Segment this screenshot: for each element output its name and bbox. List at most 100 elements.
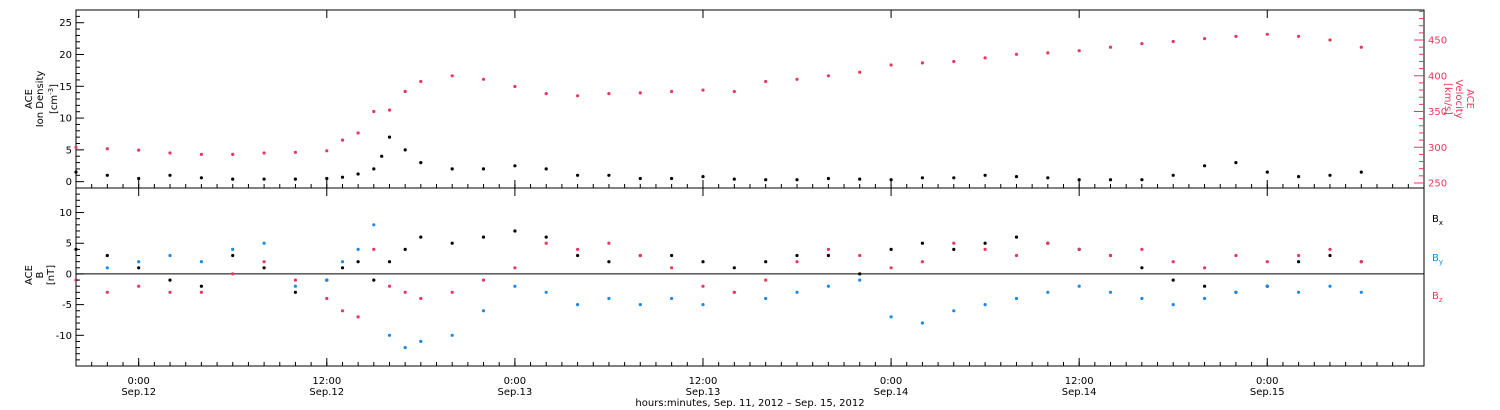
- date-tick-label: Sep.13: [686, 387, 721, 398]
- bx-point: [607, 260, 611, 264]
- by-point: [576, 303, 580, 307]
- velocity-tick-label: 250: [1428, 178, 1447, 189]
- bz-point: [168, 290, 172, 294]
- ion-density-point: [1108, 178, 1113, 182]
- ion-density-point: [199, 176, 203, 180]
- bz-point: [419, 296, 423, 301]
- by-point: [168, 253, 172, 258]
- velocity-point: [701, 88, 705, 92]
- bx-point: [419, 235, 423, 239]
- bz-point: [231, 272, 235, 276]
- bx-point: [795, 253, 799, 258]
- velocity-point: [1046, 51, 1050, 55]
- by-point: [199, 260, 203, 264]
- by-point: [262, 241, 266, 245]
- time-tick-label: 12:00: [312, 376, 341, 387]
- ion-density-point: [513, 164, 517, 168]
- by-point: [340, 260, 345, 264]
- by-point: [325, 278, 329, 282]
- by-point: [1171, 303, 1175, 307]
- ion-density-unit-exponent: -3: [47, 88, 55, 95]
- legend-bz-symbol: B: [1432, 291, 1439, 302]
- velocity-point: [607, 92, 611, 96]
- bz-point: [1046, 241, 1050, 245]
- velocity-point: [403, 89, 407, 94]
- ion-density-point: [168, 173, 172, 177]
- velocity-point: [1234, 34, 1238, 39]
- bx-point: [670, 253, 674, 258]
- plasma-panel-frame: [75, 9, 1425, 189]
- bx-point: [403, 247, 407, 251]
- ion-density-point: [544, 167, 548, 171]
- by-point: [1328, 284, 1332, 288]
- ion-density-point: [576, 173, 580, 177]
- ion-density-axis: 0 5 10 15 20 25: [59, 15, 84, 188]
- by-point: [1046, 290, 1050, 294]
- magnetic-tick-label: -5: [62, 300, 72, 311]
- ion-density-point: [1014, 175, 1019, 179]
- by-point: [1014, 296, 1019, 301]
- bz-point: [199, 290, 203, 294]
- bx-point: [262, 266, 266, 270]
- bz-point: [340, 309, 345, 313]
- ion-density-point: [764, 178, 768, 182]
- legend-bx-symbol: B: [1432, 214, 1439, 225]
- ion-density-point: [105, 173, 109, 177]
- magnetic-tick-label: -10: [56, 331, 72, 342]
- velocity-point: [544, 92, 548, 96]
- ion-density-point: [1328, 173, 1332, 177]
- bz-point: [481, 278, 486, 282]
- magnetic-panel-frame: [75, 187, 1425, 367]
- by-point: [356, 247, 360, 251]
- by-point: [419, 339, 423, 343]
- magnetic-field-axis: -10 -5 0 5 10: [56, 193, 84, 361]
- by-point: [1234, 290, 1238, 294]
- velocity-axis: 250 300 350 400 450: [1414, 10, 1447, 189]
- by-point: [889, 315, 893, 319]
- by-point: [920, 321, 925, 325]
- bz-series: [74, 241, 1363, 319]
- velocity-point: [137, 148, 141, 152]
- bz-point: [701, 284, 705, 288]
- ion-density-point: [231, 177, 235, 181]
- ion-density-point: [356, 172, 360, 176]
- velocity-point: [356, 131, 360, 135]
- velocity-tick-label: 300: [1428, 143, 1447, 154]
- bz-point: [1171, 260, 1175, 264]
- ion-density-point: [732, 177, 736, 181]
- velocity-point: [1014, 52, 1019, 56]
- legend-by: By: [1432, 253, 1443, 266]
- velocity-axis-title: ACE Velocity [km/s]: [1442, 79, 1475, 118]
- ion-density-point: [607, 173, 611, 177]
- bx-point: [920, 241, 925, 245]
- by-point: [481, 309, 486, 313]
- by-point: [952, 309, 956, 313]
- date-tick-label: Sep.14: [874, 387, 909, 398]
- ion-density-point: [638, 176, 642, 181]
- bx-point: [983, 241, 987, 245]
- bz-point: [1328, 247, 1332, 251]
- magnetic-tick-label: 5: [66, 239, 72, 250]
- bx-point: [137, 266, 141, 270]
- bx-point: [858, 272, 862, 276]
- bx-point: [701, 260, 705, 264]
- by-point: [1203, 296, 1207, 301]
- magnetic-field-axis-title: ACE B [nT]: [24, 265, 57, 285]
- ion-density-point: [1234, 161, 1238, 165]
- velocity-point: [325, 149, 329, 153]
- bz-point: [607, 241, 611, 245]
- velocity-point: [199, 152, 203, 156]
- ion-density-point: [419, 161, 423, 165]
- ion-density-unit-close: ]: [49, 84, 60, 88]
- bx-point: [293, 290, 297, 294]
- ion-density-point: [670, 176, 674, 181]
- bz-point: [105, 290, 109, 294]
- by-point: [983, 303, 987, 307]
- velocity-point: [231, 152, 235, 156]
- bz-point: [764, 278, 768, 282]
- by-point: [1140, 296, 1144, 301]
- velocity-label-line1: ACE: [1464, 89, 1475, 109]
- time-tick-label: 0:00: [504, 376, 526, 387]
- legend-by-subscript: y: [1439, 258, 1443, 266]
- bz-point: [137, 284, 141, 288]
